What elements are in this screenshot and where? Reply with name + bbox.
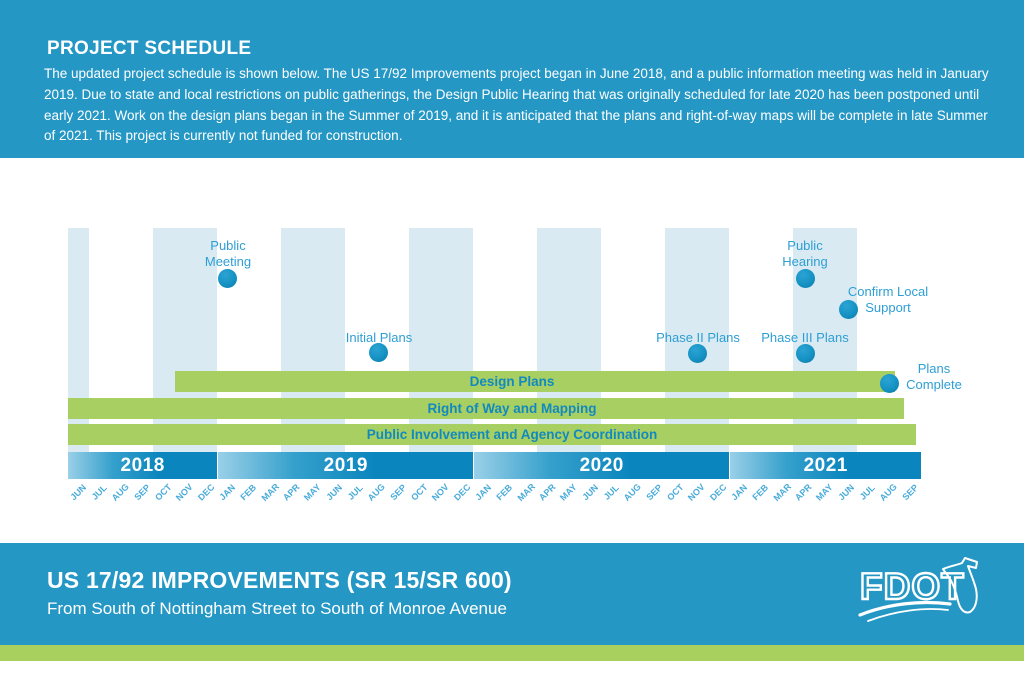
milestone-label-initial-plans: Initial Plans: [345, 330, 413, 345]
schedule-description: The updated project schedule is shown be…: [44, 66, 989, 144]
header-band: PROJECT SCHEDULE The updated project sch…: [0, 0, 1024, 158]
year-label: 2020: [579, 455, 624, 476]
page-title: PROJECT SCHEDULE: [47, 38, 252, 59]
quarter-stripe: [68, 228, 90, 452]
year-label: 2018: [120, 455, 165, 476]
project-limits: From South of Nottingham Street to South…: [47, 599, 507, 618]
gantt-bar-label: Design Plans: [469, 374, 555, 389]
milestone-dot-initial-plans: [369, 342, 389, 362]
year-label: 2019: [323, 455, 368, 476]
milestone-label-phase-iii-plans: Phase III Plans: [761, 330, 849, 345]
gantt-bar-label: Public Involvement and Agency Coordinati…: [366, 427, 658, 442]
milestone-dot-public-meeting: [218, 268, 238, 288]
milestone-dot-public-hearing: [795, 268, 815, 288]
gantt-bar-label: Right of Way and Mapping: [427, 401, 597, 416]
year-band-2020: 2020: [474, 452, 730, 479]
gantt-bar: [174, 371, 896, 392]
footer-band: US 17/92 IMPROVEMENTS (SR 15/SR 600) Fro…: [0, 543, 1024, 645]
year-band-2018: 2018: [68, 452, 218, 479]
fdot-logo-text: FDOT: [860, 566, 965, 607]
year-band-2021: 2021: [730, 452, 922, 479]
fdot-logo-icon: FDOT: [858, 557, 978, 622]
footer-accent-strip: [0, 645, 1024, 661]
milestone-dot-plans-complete: [879, 373, 899, 393]
year-label: 2021: [803, 455, 848, 476]
gantt-bar: [68, 424, 917, 445]
milestone-dot-confirm-local-support: [838, 299, 858, 319]
road-swoosh-icon: [858, 600, 952, 617]
florida-outline-icon: [942, 557, 978, 614]
milestone-dot-phase-ii-plans: [688, 343, 708, 363]
milestone-label-plans-complete: Plans Complete: [906, 361, 962, 392]
gantt-bar: [68, 398, 905, 419]
project-title: US 17/92 IMPROVEMENTS (SR 15/SR 600): [47, 567, 512, 593]
milestone-label-confirm-local-support: Confirm Local Support: [847, 284, 929, 315]
milestone-label-public-meeting: Public Meeting: [204, 238, 252, 269]
year-band-2019: 2019: [218, 452, 474, 479]
milestone-dot-phase-iii-plans: [795, 343, 815, 363]
milestone-label-public-hearing: Public Hearing: [782, 238, 828, 269]
milestone-label-phase-ii-plans: Phase II Plans: [656, 330, 740, 345]
road-swoosh-icon: [867, 608, 949, 622]
